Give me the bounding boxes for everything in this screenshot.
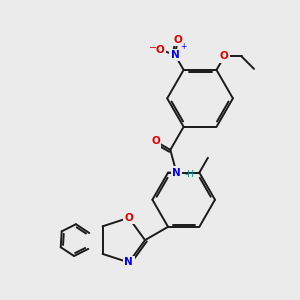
Text: N: N xyxy=(171,50,179,60)
Text: -H: -H xyxy=(184,169,194,178)
Text: O: O xyxy=(151,136,160,146)
Text: −: − xyxy=(149,44,158,53)
Text: O: O xyxy=(220,51,229,62)
Text: O: O xyxy=(156,45,165,55)
Text: O: O xyxy=(124,213,133,223)
Text: N: N xyxy=(172,167,181,178)
Text: +: + xyxy=(181,42,187,51)
Text: O: O xyxy=(173,34,182,45)
Text: N: N xyxy=(124,257,133,267)
